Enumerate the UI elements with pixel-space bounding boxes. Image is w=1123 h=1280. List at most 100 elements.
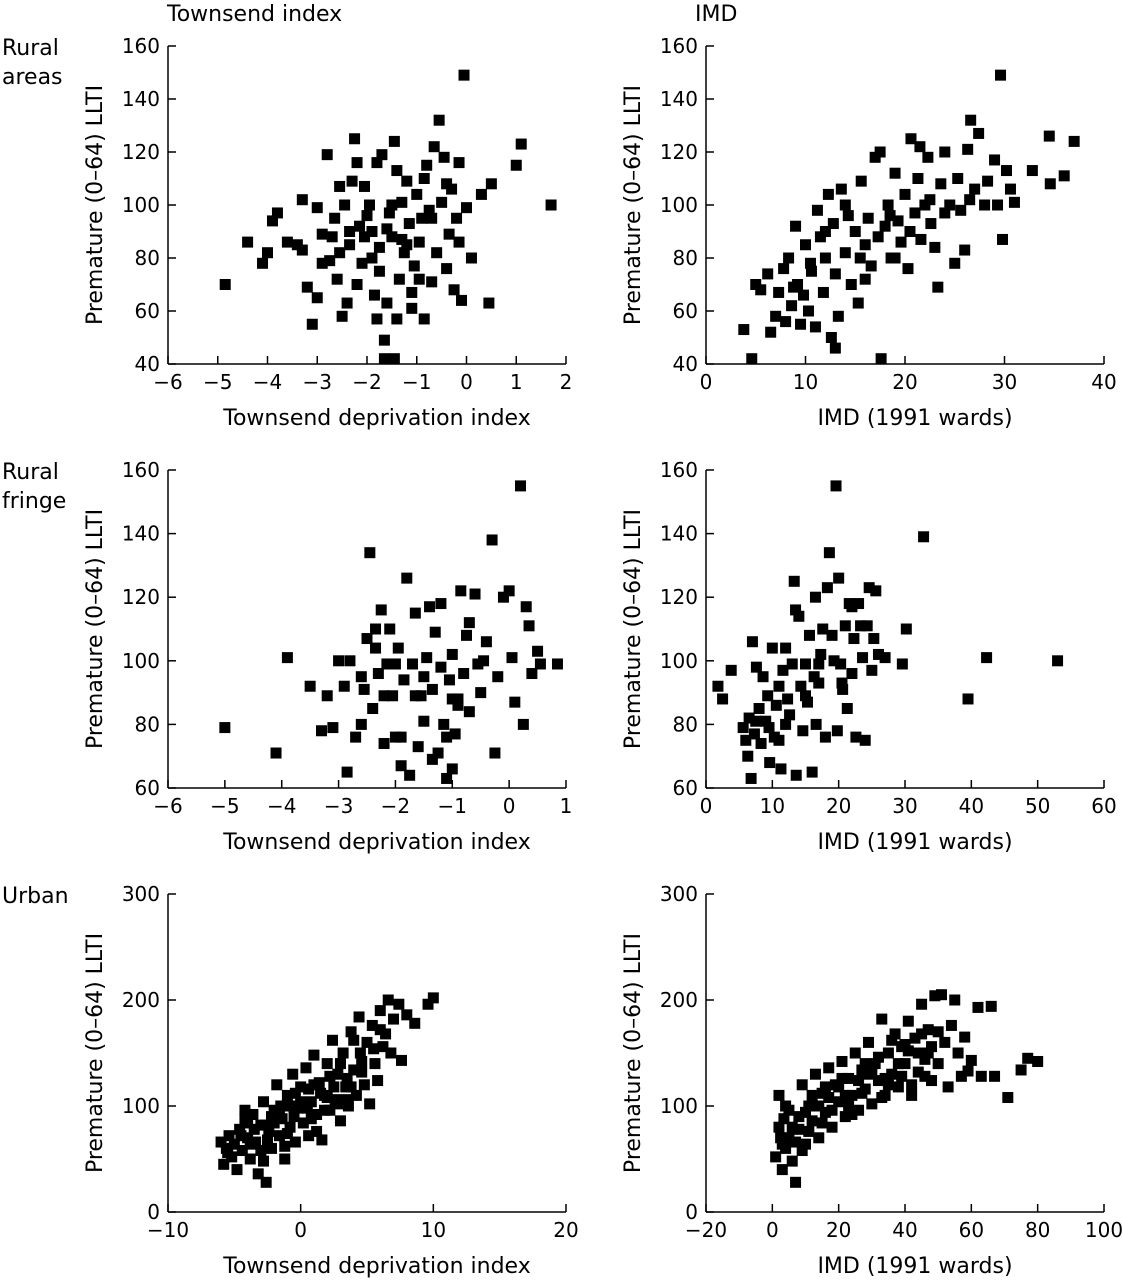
data-point bbox=[1026, 165, 1038, 177]
data-point bbox=[381, 658, 393, 670]
data-point bbox=[532, 645, 544, 657]
data-point bbox=[412, 741, 424, 753]
data-point bbox=[823, 1062, 835, 1074]
data-point bbox=[962, 143, 974, 155]
data-point bbox=[1052, 655, 1064, 667]
data-point bbox=[296, 244, 308, 256]
data-point bbox=[775, 1132, 787, 1144]
data-point bbox=[443, 674, 455, 686]
data-point bbox=[811, 204, 823, 216]
data-point bbox=[906, 1079, 918, 1091]
data-point bbox=[800, 239, 811, 251]
row-label-rural-areas: Rural areas bbox=[2, 36, 63, 90]
data-point bbox=[461, 629, 472, 641]
data-point bbox=[905, 133, 917, 145]
data-point bbox=[835, 183, 847, 195]
x-tick-label: 1 bbox=[510, 370, 523, 394]
data-point bbox=[965, 114, 977, 126]
data-point bbox=[311, 202, 323, 214]
data-point bbox=[342, 1100, 354, 1112]
data-point bbox=[992, 199, 1004, 211]
data-point bbox=[452, 693, 464, 705]
data-point bbox=[822, 188, 834, 200]
data-point bbox=[297, 1117, 309, 1129]
x-tick-label: 100 bbox=[1085, 1218, 1123, 1242]
data-point bbox=[453, 157, 465, 169]
data-point bbox=[401, 1009, 413, 1021]
data-point bbox=[334, 1058, 346, 1070]
data-point bbox=[361, 210, 373, 222]
data-point bbox=[284, 1121, 296, 1133]
data-point bbox=[260, 1119, 272, 1131]
y-tick-label: 100 bbox=[660, 193, 698, 217]
data-point bbox=[985, 1000, 997, 1012]
data-point bbox=[489, 747, 501, 759]
x-tick-label: 20 bbox=[553, 1218, 578, 1242]
data-point bbox=[388, 1013, 400, 1025]
data-point bbox=[813, 658, 825, 670]
data-point bbox=[778, 1113, 790, 1125]
scatter-panel-3: 60 80 100 120 140 160 −6 −5 −4 −3 −2 −1 0 1 Townsend d… bbox=[83, 458, 572, 855]
y-tick-label: 120 bbox=[122, 585, 160, 609]
data-point bbox=[344, 655, 356, 667]
data-point bbox=[273, 1130, 285, 1142]
data-point bbox=[327, 722, 339, 734]
data-point bbox=[939, 1036, 951, 1048]
data-point bbox=[982, 175, 994, 187]
data-point bbox=[1058, 170, 1070, 182]
data-point bbox=[826, 1121, 838, 1133]
data-point bbox=[334, 180, 346, 192]
data-point bbox=[257, 257, 269, 269]
data-point bbox=[872, 648, 884, 660]
data-point bbox=[366, 226, 378, 237]
data-point bbox=[922, 151, 934, 163]
data-point bbox=[866, 1064, 878, 1076]
data-point bbox=[839, 247, 851, 259]
data-point bbox=[334, 247, 346, 259]
x-tick-label: 20 bbox=[826, 1218, 851, 1242]
data-point bbox=[236, 1145, 248, 1157]
data-point bbox=[281, 652, 293, 664]
data-point bbox=[777, 664, 789, 676]
data-point bbox=[737, 722, 749, 734]
data-point bbox=[762, 690, 774, 702]
data-point bbox=[382, 994, 394, 1006]
data-point bbox=[804, 257, 816, 269]
data-point bbox=[295, 1096, 307, 1108]
data-point bbox=[800, 1138, 811, 1150]
data-point bbox=[786, 300, 798, 312]
data-point bbox=[387, 690, 399, 702]
data-point bbox=[475, 188, 487, 200]
data-point bbox=[955, 204, 967, 216]
data-point bbox=[932, 281, 944, 293]
data-point bbox=[776, 1138, 788, 1150]
data-point bbox=[373, 241, 385, 253]
data-point bbox=[398, 247, 410, 259]
data-point bbox=[899, 188, 911, 200]
data-point bbox=[843, 1072, 855, 1084]
x-tick-label: −6 bbox=[153, 370, 182, 394]
x-tick-label: −5 bbox=[203, 370, 232, 394]
data-point bbox=[218, 1158, 230, 1170]
data-point bbox=[876, 1092, 888, 1104]
data-point bbox=[882, 1079, 894, 1091]
data-point bbox=[738, 324, 750, 336]
data-point bbox=[962, 693, 974, 705]
data-point bbox=[295, 1081, 307, 1093]
data-point bbox=[786, 658, 798, 670]
data-point bbox=[833, 1081, 845, 1093]
data-point bbox=[349, 133, 361, 145]
data-point bbox=[800, 690, 811, 702]
data-point bbox=[275, 1100, 287, 1112]
data-point bbox=[242, 1132, 254, 1144]
data-point bbox=[805, 265, 817, 277]
data-point bbox=[763, 722, 775, 734]
data-point bbox=[252, 1168, 264, 1180]
data-point bbox=[222, 1147, 234, 1159]
data-point bbox=[391, 165, 403, 177]
data-point bbox=[962, 1065, 974, 1077]
data-point bbox=[819, 226, 831, 237]
data-point bbox=[915, 233, 927, 245]
data-point bbox=[997, 233, 1009, 245]
